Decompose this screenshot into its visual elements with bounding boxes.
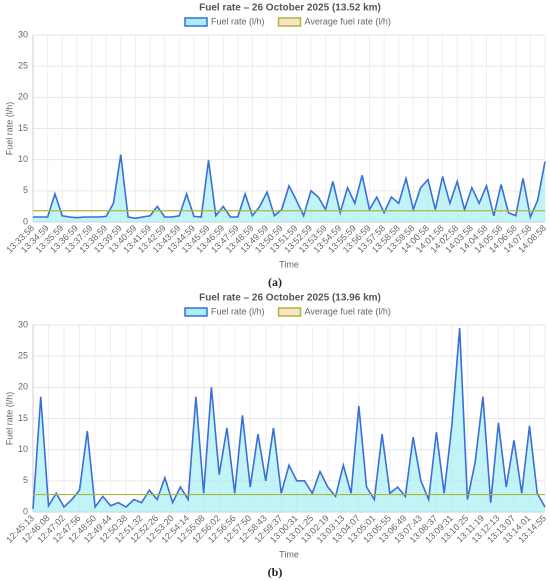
legend-label: Fuel rate (l/h) — [211, 16, 265, 26]
caption: (a) — [268, 275, 282, 289]
series-line — [32, 328, 546, 510]
legend-swatch — [277, 17, 302, 27]
y-tick-label: 30 — [18, 319, 28, 329]
y-tick-label: 10 — [18, 154, 28, 164]
chart-title: Fuel rate – 26 October 2025 (13.96 km) — [199, 293, 381, 304]
x-axis-title: Time — [279, 259, 299, 269]
y-tick-label: 25 — [18, 351, 28, 361]
legend-swatch — [184, 17, 208, 27]
x-axis-title: Time — [279, 549, 299, 559]
chart-title: Fuel rate – 26 October 2025 (13.52 km) — [199, 3, 381, 14]
y-axis-title: Fuel rate (l/h) — [4, 392, 14, 446]
y-tick-label: 15 — [18, 123, 28, 133]
y-tick-label: 5 — [23, 475, 28, 485]
legend-label: Fuel rate (l/h) — [211, 306, 265, 316]
y-tick-label: 20 — [18, 92, 28, 102]
legend-label: Average fuel rate (l/h) — [305, 306, 391, 316]
y-tick-label: 20 — [18, 382, 28, 392]
y-tick-label: 15 — [18, 413, 28, 423]
legend-swatch — [184, 307, 208, 317]
legend-swatch — [277, 307, 302, 317]
y-tick-label: 10 — [18, 444, 28, 454]
y-tick-label: 0 — [23, 216, 28, 226]
y-tick-label: 5 — [23, 185, 28, 195]
y-tick-label: 0 — [23, 506, 28, 516]
series-area — [33, 328, 545, 512]
y-tick-label: 30 — [18, 29, 28, 39]
series-line — [33, 154, 546, 220]
caption: (b) — [268, 565, 283, 579]
y-tick-label: 25 — [18, 61, 28, 71]
legend-label: Average fuel rate (l/h) — [305, 16, 391, 26]
y-axis-title: Fuel rate (l/h) — [4, 102, 14, 156]
